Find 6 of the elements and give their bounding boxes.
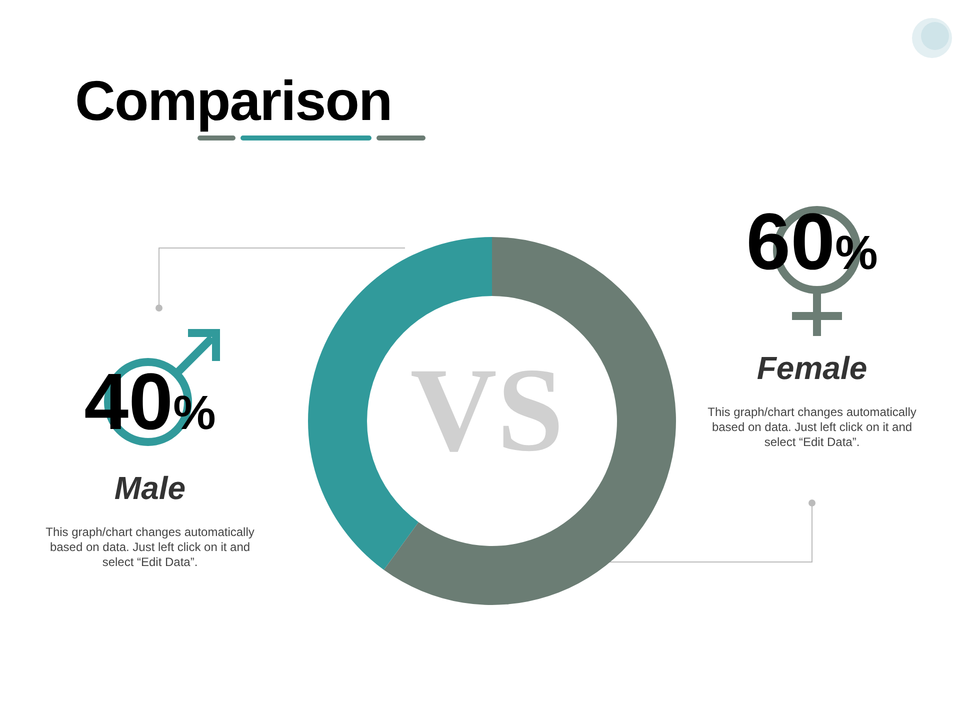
text: This graph/chart changes automatically based on data. Just left click on it and select “Edit Data”. bbox=[706, 405, 918, 450]
chart-title: Comparison bbox=[75, 68, 392, 133]
slice-label: Male bbox=[113, 470, 187, 507]
legend-label: Female bbox=[756, 350, 868, 387]
donut-slice bbox=[384, 237, 676, 605]
text: This graph/chart changes automatically based on data. Just left click on it and select “Edit Data”. bbox=[44, 525, 256, 570]
